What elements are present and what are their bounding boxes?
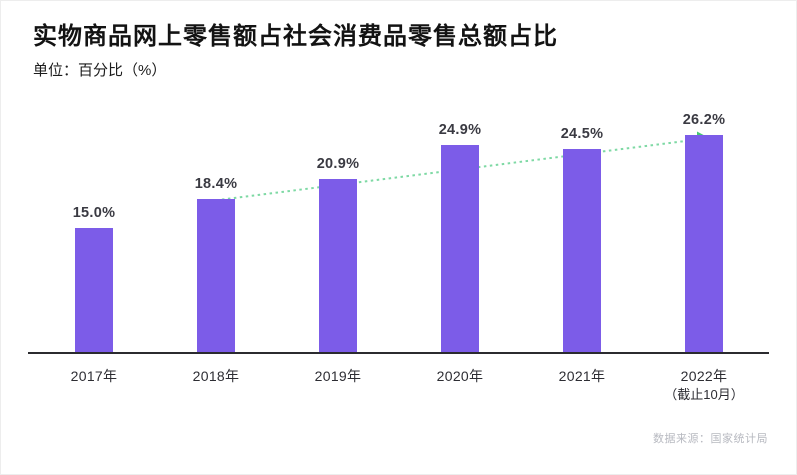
x-tick-label: 2021年 [558,368,606,384]
bar-group-2022: 26.2% 2022年 （截止10月） [649,0,759,403]
bar-2021 [563,148,601,352]
x-tick-label: 2017年 [70,368,118,384]
bar-group-2020: 24.9% 2020年 [405,0,515,384]
bar-value-label: 26.2% [682,111,726,128]
data-source: 数据来源：国家统计局 [653,433,768,445]
bar-group-2017: 15.0% 2017年 [39,0,149,385]
bar-2018 [197,199,235,352]
x-tick-label: 2018年 [192,368,240,384]
chart-title: 实物商品网上零售额占社会消费品零售总额占比 [33,23,558,50]
x-tick-label: 2019年 [314,368,362,384]
x-tick-label: 2020年 [436,368,484,384]
bar-value-label: 24.9% [438,122,482,139]
bar-value-label: 20.9% [316,155,360,172]
bar-2019 [319,178,357,352]
bar-value-label: 24.5% [560,125,604,142]
bar-group-2018: 18.4% 2018年 [161,0,271,384]
bar-group-2021: 24.5% 2021年 [527,0,637,384]
bar-group-2019: 20.9% 2019年 [283,0,393,385]
bar-2017 [75,227,113,352]
x-tick-note: （截止10月） [664,387,744,402]
bar-value-label: 18.4% [194,176,238,193]
bar-2020 [441,145,479,352]
bar-value-label: 15.0% [72,204,116,221]
x-axis-line [28,352,769,354]
bar-2022 [685,134,723,352]
x-tick-label: 2022年 [680,368,728,384]
chart-unit-label: 单位：百分比（%） [33,62,167,79]
